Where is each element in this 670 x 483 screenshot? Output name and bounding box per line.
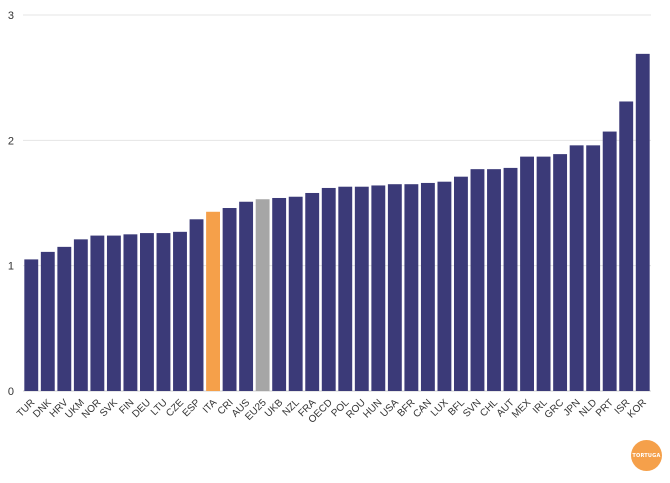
bar-can [420, 182, 435, 391]
bar-pol [338, 186, 353, 391]
bar-ukm [73, 239, 88, 391]
x-tick-label: ESP [181, 397, 203, 419]
bar-hrv [57, 246, 72, 391]
x-tick-label: MEX [510, 397, 533, 420]
bar-svk [106, 235, 121, 391]
bar-ltu [156, 233, 171, 391]
y-tick-label: 3 [8, 10, 14, 22]
bar-rou [354, 186, 369, 391]
bar-ukb [272, 197, 287, 391]
bar-grc [553, 154, 568, 391]
bar-prt [602, 131, 617, 391]
bar-hun [371, 185, 386, 391]
bar-chl [487, 169, 501, 391]
bar-aus [239, 201, 254, 391]
bar-jpn [569, 145, 584, 391]
bar-isr [619, 101, 634, 391]
bar-lux [437, 181, 452, 391]
tortuga-logo: TORTUGA [631, 440, 662, 471]
bar-nld [586, 145, 601, 391]
bar-cri [222, 208, 237, 391]
bar-fin [123, 234, 138, 391]
bar-nzl [288, 196, 303, 391]
bar-tur [24, 259, 39, 391]
y-tick-label: 1 [8, 261, 14, 273]
bar-aut [503, 167, 518, 391]
bar-bfr [404, 184, 419, 391]
bar-eu25 [255, 199, 270, 391]
bar-nor [90, 235, 105, 391]
logo-text: TORTUGA [632, 452, 661, 459]
bar-kor [635, 53, 650, 391]
bar-cze [173, 231, 187, 391]
bar-ita [206, 211, 220, 391]
x-tick-label: KOR [626, 397, 649, 420]
bar-deu [140, 233, 154, 391]
bar-fra [305, 192, 320, 391]
bar-dnk [40, 251, 55, 391]
bar-usa [387, 184, 402, 391]
y-tick-label: 0 [8, 386, 14, 398]
y-tick-label: 2 [8, 135, 14, 147]
bar-bfl [454, 176, 468, 391]
bar-svn [470, 169, 485, 391]
bar-irl [536, 156, 551, 391]
bar-oecd [321, 187, 336, 391]
bar-esp [189, 219, 204, 391]
x-tick-label: ITA [201, 397, 219, 415]
bar-mex [520, 156, 534, 391]
